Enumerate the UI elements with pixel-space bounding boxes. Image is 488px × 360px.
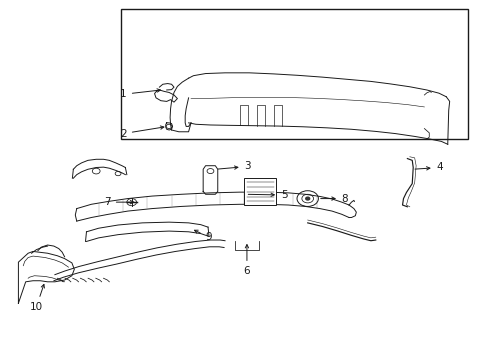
Text: 1: 1 (120, 89, 160, 99)
Text: 7: 7 (104, 197, 133, 207)
Text: 4: 4 (414, 162, 442, 172)
Text: 5: 5 (248, 190, 287, 200)
Text: 10: 10 (30, 284, 44, 312)
Text: 3: 3 (218, 161, 251, 171)
Text: 9: 9 (194, 230, 212, 242)
Circle shape (305, 197, 309, 200)
Text: 6: 6 (243, 244, 250, 276)
Text: 2: 2 (120, 126, 163, 139)
Text: 8: 8 (320, 194, 347, 203)
Bar (244, 178, 276, 205)
Bar (120, 9, 467, 139)
